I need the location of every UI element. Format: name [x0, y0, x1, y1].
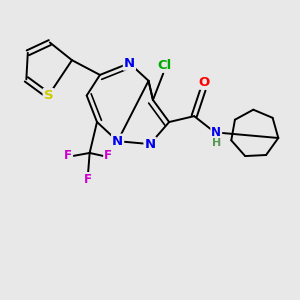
Text: N: N	[124, 57, 135, 70]
Text: F: F	[84, 173, 92, 186]
Text: Cl: Cl	[158, 59, 172, 72]
Text: N: N	[144, 138, 156, 151]
Text: N: N	[112, 135, 123, 148]
Text: N: N	[211, 126, 221, 139]
Text: F: F	[104, 149, 112, 162]
Text: F: F	[64, 149, 72, 162]
Text: S: S	[44, 89, 53, 102]
Text: H: H	[212, 138, 221, 148]
Text: O: O	[199, 76, 210, 89]
